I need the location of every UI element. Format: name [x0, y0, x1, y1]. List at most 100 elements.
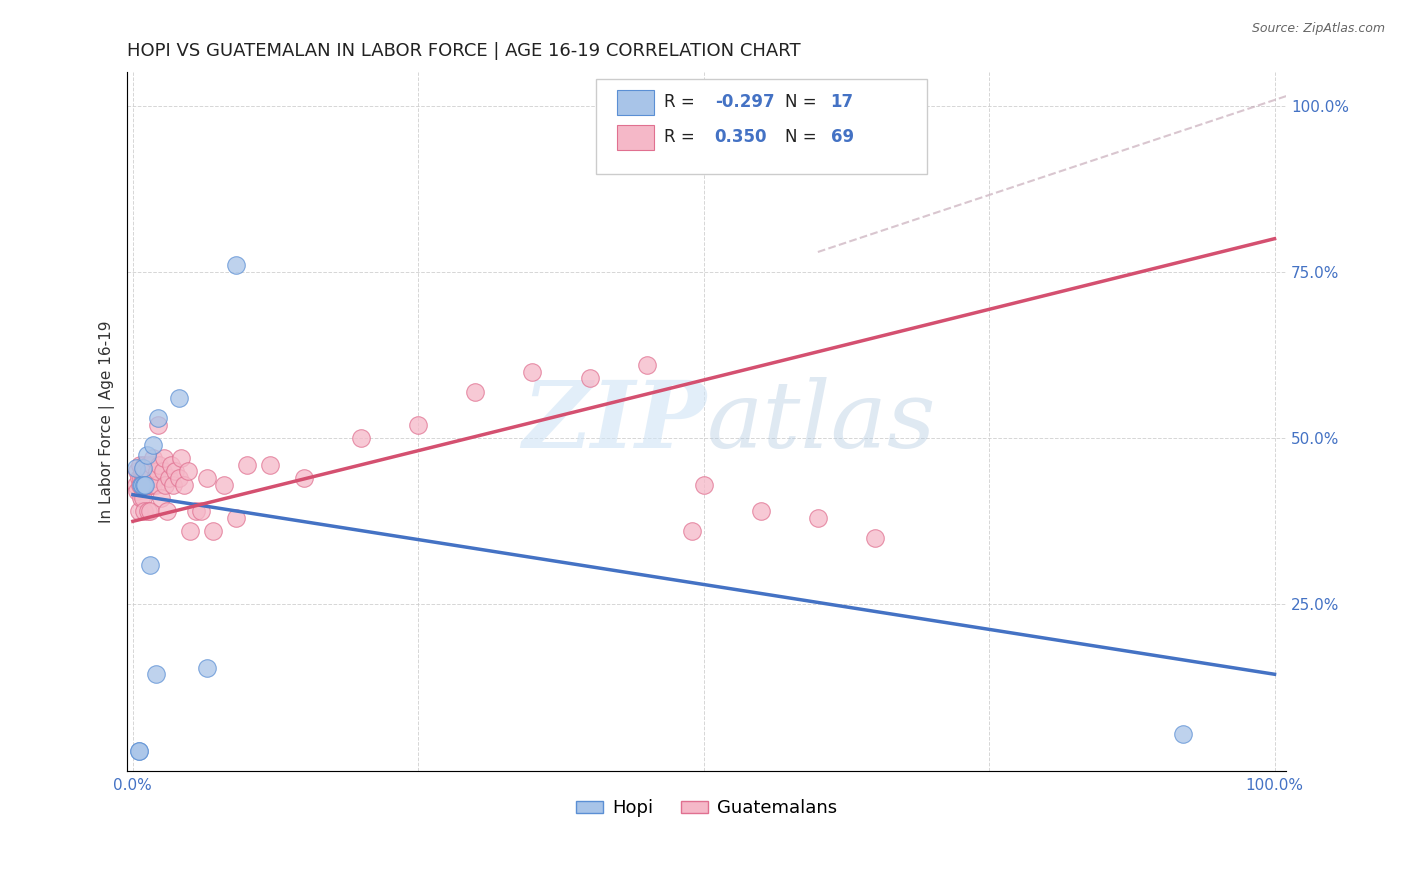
Guatemalans	[201, 524, 224, 539]
Guatemalans	[129, 471, 152, 485]
Guatemalans	[350, 431, 373, 445]
Hopi	[142, 438, 165, 452]
Hopi	[128, 744, 150, 758]
Guatemalans	[132, 491, 155, 505]
Text: 0.350: 0.350	[714, 128, 768, 146]
Hopi	[167, 392, 190, 406]
Guatemalans	[128, 504, 150, 518]
Y-axis label: In Labor Force | Age 16-19: In Labor Force | Age 16-19	[100, 320, 115, 523]
Guatemalans	[139, 504, 162, 518]
Guatemalans	[139, 471, 162, 485]
Text: 17: 17	[831, 94, 853, 112]
Guatemalans	[225, 511, 247, 525]
Hopi	[131, 477, 153, 491]
Guatemalans	[156, 504, 179, 518]
Guatemalans	[134, 458, 156, 472]
Guatemalans	[125, 477, 148, 491]
Hopi	[135, 448, 157, 462]
Hopi	[132, 461, 155, 475]
Guatemalans	[127, 484, 149, 499]
Guatemalans	[145, 477, 167, 491]
Guatemalans	[135, 471, 157, 485]
Guatemalans	[134, 477, 156, 491]
Guatemalans	[128, 477, 150, 491]
Text: R =: R =	[664, 94, 695, 112]
Guatemalans	[132, 471, 155, 485]
Guatemalans	[146, 465, 169, 479]
Guatemalans	[749, 504, 772, 518]
Guatemalans	[170, 451, 193, 466]
Guatemalans	[131, 477, 153, 491]
Guatemalans	[190, 504, 212, 518]
Text: 69: 69	[831, 128, 853, 146]
Guatemalans	[136, 504, 159, 518]
Guatemalans	[142, 477, 165, 491]
Guatemalans	[162, 477, 184, 491]
Guatemalans	[139, 477, 162, 491]
Guatemalans	[863, 531, 886, 545]
Text: N =: N =	[786, 94, 817, 112]
FancyBboxPatch shape	[617, 90, 654, 115]
Text: HOPI VS GUATEMALAN IN LABOR FORCE | AGE 16-19 CORRELATION CHART: HOPI VS GUATEMALAN IN LABOR FORCE | AGE …	[127, 42, 801, 60]
Guatemalans	[184, 504, 207, 518]
Legend: Hopi, Guatemalans: Hopi, Guatemalans	[569, 792, 844, 824]
Guatemalans	[522, 365, 544, 379]
Guatemalans	[134, 477, 156, 491]
Guatemalans	[138, 477, 160, 491]
Guatemalans	[179, 524, 201, 539]
Guatemalans	[693, 477, 716, 491]
Hopi	[225, 258, 247, 272]
Guatemalans	[292, 471, 315, 485]
Guatemalans	[173, 477, 195, 491]
Guatemalans	[142, 451, 165, 466]
Hopi	[134, 477, 156, 491]
Guatemalans	[681, 524, 703, 539]
Guatemalans	[141, 458, 163, 472]
Guatemalans	[127, 465, 149, 479]
Hopi	[129, 477, 152, 491]
Guatemalans	[134, 471, 156, 485]
Guatemalans	[128, 458, 150, 472]
Guatemalans	[134, 504, 156, 518]
Hopi	[134, 477, 156, 491]
Hopi	[1173, 727, 1195, 741]
Guatemalans	[167, 471, 190, 485]
Guatemalans	[129, 491, 152, 505]
Hopi	[145, 667, 167, 681]
Guatemalans	[464, 384, 486, 399]
Hopi	[146, 411, 169, 425]
Guatemalans	[148, 458, 170, 472]
FancyBboxPatch shape	[617, 125, 654, 150]
Guatemalans	[236, 458, 259, 472]
Guatemalans	[128, 471, 150, 485]
Text: Source: ZipAtlas.com: Source: ZipAtlas.com	[1251, 22, 1385, 36]
Text: -0.297: -0.297	[714, 94, 775, 112]
Guatemalans	[152, 451, 174, 466]
Guatemalans	[578, 371, 600, 385]
Guatemalans	[165, 465, 187, 479]
Guatemalans	[259, 458, 281, 472]
Guatemalans	[195, 471, 218, 485]
Hopi	[125, 461, 148, 475]
Guatemalans	[131, 465, 153, 479]
Guatemalans	[157, 471, 180, 485]
Guatemalans	[146, 417, 169, 432]
Guatemalans	[159, 458, 181, 472]
Guatemalans	[134, 465, 156, 479]
Hopi	[139, 558, 162, 572]
Text: R =: R =	[664, 128, 695, 146]
Guatemalans	[136, 458, 159, 472]
Guatemalans	[408, 417, 430, 432]
Guatemalans	[176, 465, 198, 479]
Guatemalans	[143, 471, 166, 485]
Guatemalans	[152, 465, 174, 479]
Guatemalans	[807, 511, 830, 525]
Hopi	[128, 744, 150, 758]
Guatemalans	[636, 358, 658, 372]
FancyBboxPatch shape	[596, 79, 927, 174]
Guatemalans	[212, 477, 235, 491]
Guatemalans	[153, 477, 176, 491]
Guatemalans	[150, 491, 173, 505]
Guatemalans	[138, 465, 160, 479]
Hopi	[195, 660, 218, 674]
